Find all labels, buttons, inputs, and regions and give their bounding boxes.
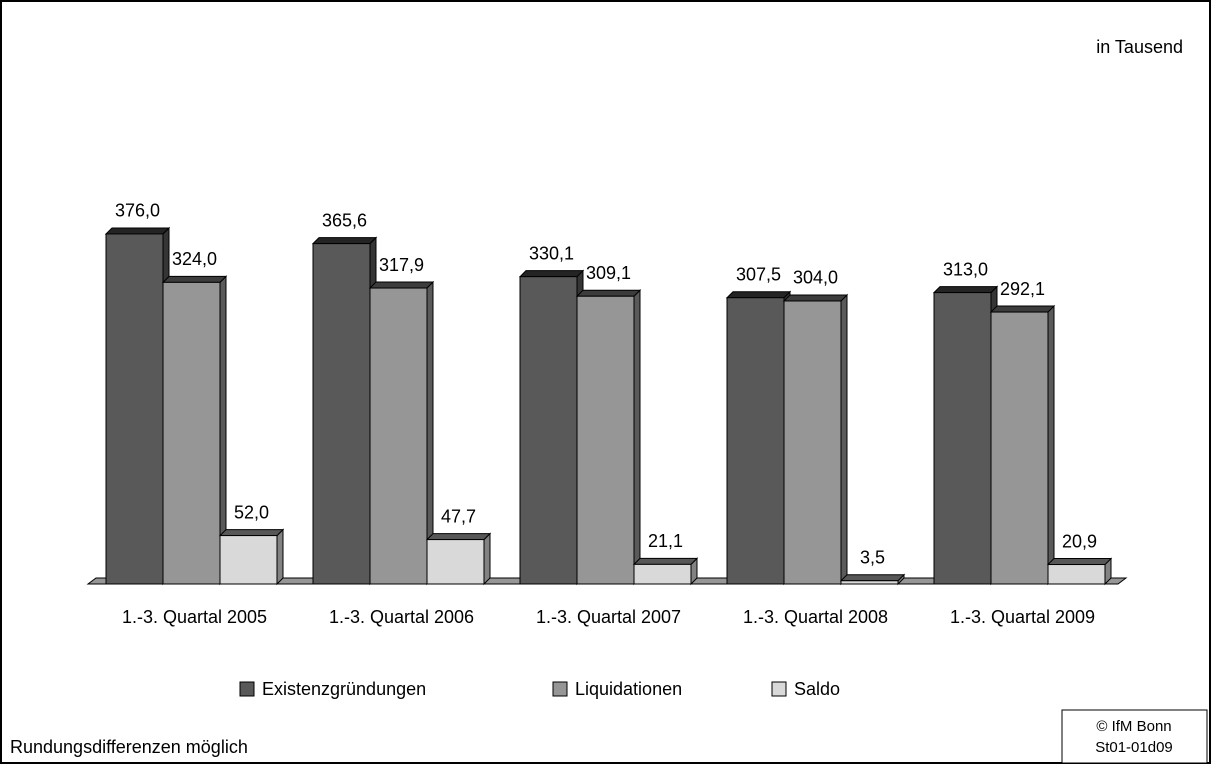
bar-side [1047,304,1055,586]
legend-swatch [771,681,787,697]
bar-top [932,286,999,294]
bar [1047,564,1106,585]
bar-top [368,281,435,289]
value-label: 307,5 [736,264,781,284]
bar-side [483,532,491,586]
source-line: © IfM Bonn [1096,718,1171,735]
unit-note: in Tausend [1096,37,1183,57]
value-label: 313,0 [943,259,988,279]
value-label: 3,5 [860,547,885,567]
value-label: 317,9 [379,255,424,275]
bar-top [632,557,699,565]
value-label: 52,0 [234,502,269,522]
bar [519,276,578,585]
value-label: 376,0 [115,201,160,221]
value-label: 365,6 [322,210,367,230]
value-label: 21,1 [648,531,683,551]
bar-top [311,237,378,245]
bar [426,539,485,585]
value-label: 47,7 [441,506,476,526]
legend-swatch [552,681,568,697]
x-tick-label: 1.-3. Quartal 2008 [743,607,888,627]
bar [726,297,785,585]
bar [312,243,371,585]
legend-label: Liquidationen [575,679,682,699]
bar-top [725,291,792,299]
bar-top [1046,558,1113,566]
bar [990,311,1049,585]
bar [162,281,221,585]
legend-swatch [239,681,255,697]
x-tick-label: 1.-3. Quartal 2005 [122,607,267,627]
bar [219,535,278,585]
bar-side [276,528,284,586]
bar-top [425,533,492,541]
bar-top [161,275,228,283]
footnote: Rundungsdifferenzen möglich [10,737,248,757]
bar-top [782,294,849,302]
bar-top [218,529,285,537]
value-label: 292,1 [1000,279,1045,299]
value-label: 20,9 [1062,531,1097,551]
bar [576,295,635,585]
value-label: 304,0 [793,268,838,288]
value-label: 330,1 [529,243,574,263]
x-tick-label: 1.-3. Quartal 2009 [950,607,1095,627]
x-tick-label: 1.-3. Quartal 2006 [329,607,474,627]
value-label: 324,0 [172,249,217,269]
bar-side [840,293,848,586]
value-label: 309,1 [586,263,631,283]
bar-top [989,305,1056,313]
source-line: St01-01d09 [1095,739,1173,756]
bar-top [104,227,171,235]
legend-label: Saldo [794,679,840,699]
bar [933,292,992,585]
bar-top [839,574,906,582]
bar-top [518,270,585,278]
bar-top [575,289,642,297]
bar [105,233,164,585]
bar [369,287,428,585]
bar-side [633,289,641,586]
legend-label: Existenzgründungen [262,679,426,699]
bar [840,580,899,585]
bar [633,563,692,585]
x-tick-label: 1.-3. Quartal 2007 [536,607,681,627]
source-box [1061,709,1208,764]
bar [783,300,842,585]
